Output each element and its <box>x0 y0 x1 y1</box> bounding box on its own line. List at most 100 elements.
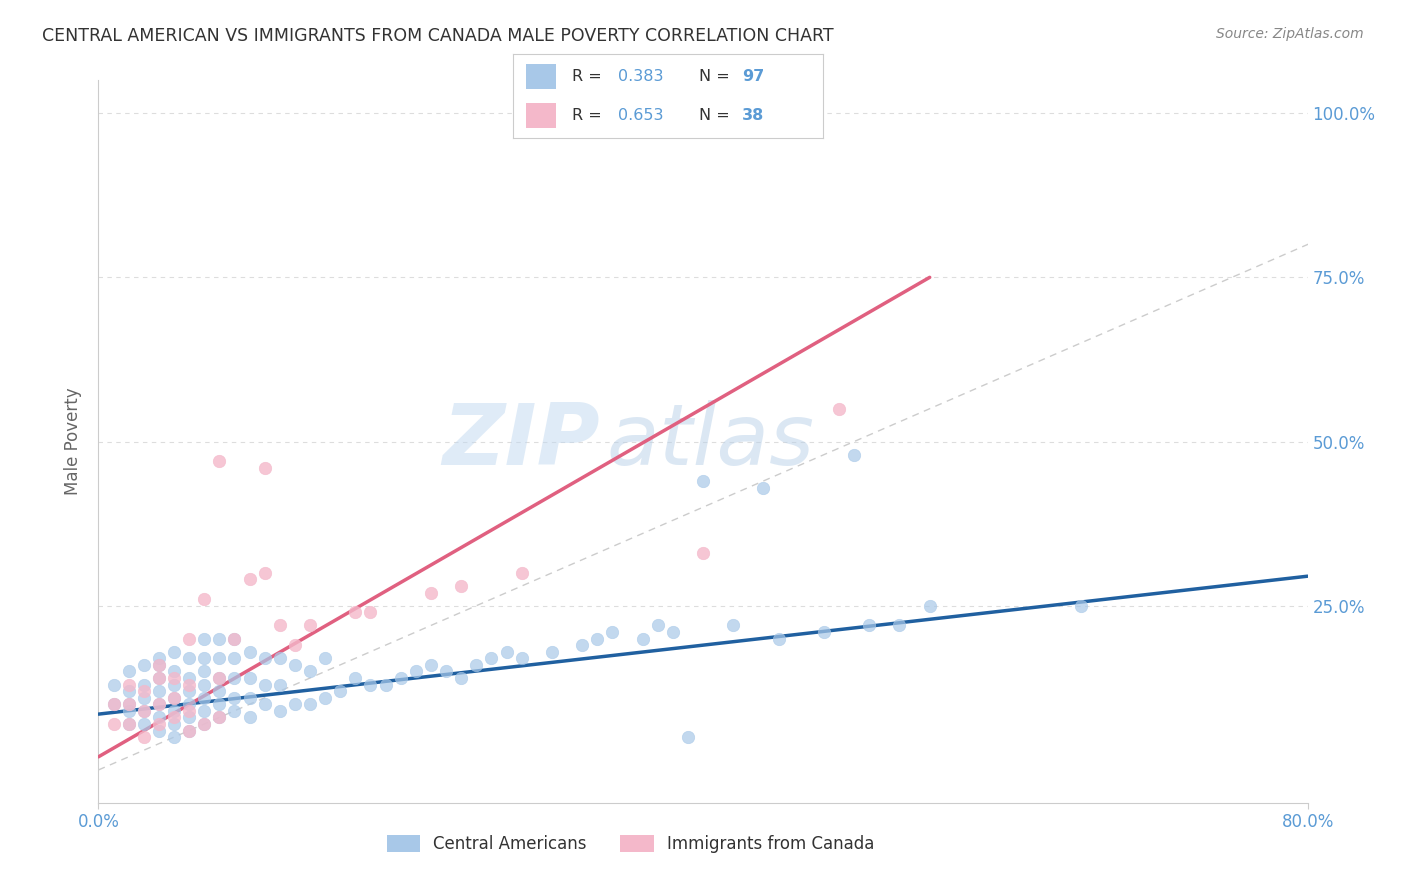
Point <box>813 625 835 640</box>
Point <box>208 684 231 698</box>
Point <box>132 690 155 705</box>
Text: atlas: atlas <box>606 400 814 483</box>
Text: 38: 38 <box>742 108 765 123</box>
Point <box>420 657 443 672</box>
Point <box>239 573 262 587</box>
Point <box>224 651 246 665</box>
Text: Source: ZipAtlas.com: Source: ZipAtlas.com <box>1216 27 1364 41</box>
Point <box>132 677 155 691</box>
Point <box>179 698 201 712</box>
Point <box>540 645 562 659</box>
Point <box>481 651 503 665</box>
Point <box>314 690 336 705</box>
Point <box>148 671 170 685</box>
Point <box>768 632 790 646</box>
Point <box>450 671 472 685</box>
Point <box>858 618 880 632</box>
Point <box>163 704 186 718</box>
Point <box>661 625 683 640</box>
Point <box>299 665 322 679</box>
Point <box>132 684 155 698</box>
Point <box>269 651 291 665</box>
Point <box>132 717 155 731</box>
Point <box>374 677 396 691</box>
Point <box>253 651 276 665</box>
Point <box>918 599 941 613</box>
Point <box>103 717 125 731</box>
Point <box>148 671 170 685</box>
Point <box>118 684 141 698</box>
Text: ZIP: ZIP <box>443 400 600 483</box>
Point <box>495 645 517 659</box>
Text: R =: R = <box>572 69 607 84</box>
Point <box>118 698 141 712</box>
Point <box>118 665 141 679</box>
Point <box>193 632 215 646</box>
Point <box>450 579 472 593</box>
Point <box>179 677 201 691</box>
Point <box>253 698 276 712</box>
Point <box>163 665 186 679</box>
Point <box>179 723 201 738</box>
Point <box>314 651 336 665</box>
Text: 97: 97 <box>742 69 765 84</box>
Point <box>284 657 307 672</box>
Point <box>647 618 669 632</box>
Point <box>889 618 911 632</box>
Point <box>193 665 215 679</box>
Point <box>208 454 231 468</box>
Point <box>1070 599 1092 613</box>
Point <box>344 671 367 685</box>
Point <box>179 651 201 665</box>
Point <box>118 717 141 731</box>
Point <box>103 698 125 712</box>
Point <box>118 717 141 731</box>
Point <box>752 481 775 495</box>
Point <box>132 657 155 672</box>
Point <box>828 401 851 416</box>
Point <box>103 677 125 691</box>
Point <box>193 717 215 731</box>
Point <box>329 684 352 698</box>
Point <box>148 723 170 738</box>
Point <box>163 730 186 744</box>
Point <box>284 638 307 652</box>
Legend: Central Americans, Immigrants from Canada: Central Americans, Immigrants from Canad… <box>380 828 882 860</box>
Point <box>179 704 201 718</box>
Point <box>844 448 866 462</box>
Point <box>253 566 276 580</box>
Point <box>163 710 186 724</box>
Point <box>269 677 291 691</box>
Point <box>360 677 382 691</box>
Y-axis label: Male Poverty: Male Poverty <box>65 388 83 495</box>
Point <box>179 710 201 724</box>
Point <box>163 690 186 705</box>
Point <box>224 632 246 646</box>
Point <box>723 618 745 632</box>
Point <box>434 665 457 679</box>
Point <box>208 710 231 724</box>
Point <box>132 704 155 718</box>
Point <box>405 665 427 679</box>
Point <box>239 710 262 724</box>
Text: R =: R = <box>572 108 607 123</box>
Point <box>163 645 186 659</box>
Point <box>586 632 609 646</box>
Text: 0.383: 0.383 <box>619 69 664 84</box>
Point <box>510 651 533 665</box>
Point <box>179 723 201 738</box>
Point <box>193 677 215 691</box>
Point <box>148 657 170 672</box>
Point <box>208 651 231 665</box>
Point <box>132 730 155 744</box>
Point <box>692 546 714 560</box>
Point <box>148 698 170 712</box>
Point <box>676 730 699 744</box>
Point <box>148 717 170 731</box>
Point <box>284 698 307 712</box>
Point <box>299 618 322 632</box>
Point <box>631 632 654 646</box>
Point <box>193 717 215 731</box>
Point <box>224 704 246 718</box>
Text: N =: N = <box>699 69 735 84</box>
